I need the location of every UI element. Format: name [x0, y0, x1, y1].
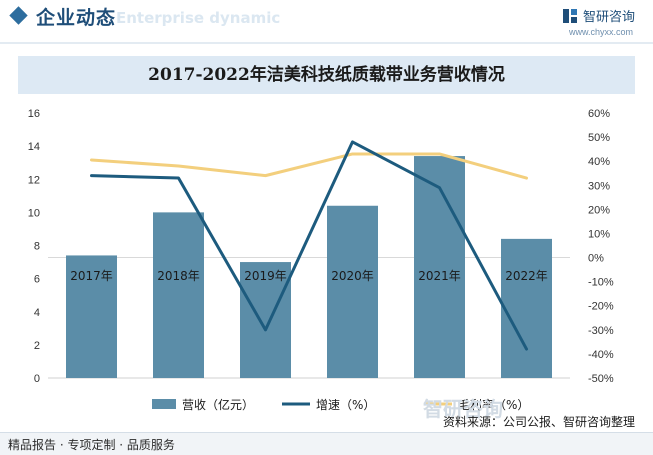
page-footer: 精品报告 · 专项定制 · 品质服务 资料来源：公司公报、智研咨询整理: [0, 415, 653, 455]
legend-label: 增速（%）: [316, 398, 375, 412]
y-left-tick-label: 2: [34, 340, 40, 352]
revenue-bar: [240, 262, 291, 378]
y-right-tick-label: -30%: [588, 325, 614, 337]
footer-source: 资料来源：公司公报、智研咨询整理: [442, 415, 635, 429]
y-right-tick-label: 10%: [588, 228, 610, 240]
brand-name: 智研咨询: [582, 10, 635, 25]
page-header: 企业动态 Enterprise dynamic 智研咨询 www.chyxx.c…: [0, 0, 653, 37]
brand-block: 智研咨询 www.chyxx.com: [562, 5, 635, 37]
category-label: 2021年: [418, 269, 461, 283]
category-label: 2019年: [244, 269, 287, 283]
y-left-tick-label: 4: [34, 307, 40, 319]
growth-rate-line: [90, 140, 528, 351]
y-left-tick-label: 8: [34, 241, 40, 253]
y-right-tick-label: 20%: [588, 204, 610, 216]
y-left-tick-label: 0: [34, 373, 40, 385]
y-left-tick-label: 10: [28, 207, 40, 219]
revenue-bar: [153, 212, 204, 378]
y-left-tick-label: 12: [28, 174, 40, 186]
chart-title-band: 2017-2022年洁美科技纸质载带业务营收情况: [18, 56, 635, 94]
watermark-logo: 智研咨询: [423, 397, 503, 421]
revenue-bar: [501, 238, 552, 378]
y-right-tick-label: 30%: [588, 180, 610, 192]
brand-url: www.chyxx.com: [568, 27, 633, 37]
y-right-tick-label: 50%: [588, 132, 610, 144]
section-subtitle: Enterprise dynamic: [116, 9, 281, 27]
y-left-tick-label: 6: [34, 274, 40, 286]
revenue-bar: [327, 205, 378, 378]
revenue-bar: [66, 255, 117, 378]
legend-swatch-bar: [152, 399, 176, 409]
y-left-tick-label: 16: [28, 108, 40, 120]
category-label: 2022年: [505, 269, 548, 283]
y-right-tick-label: 0%: [588, 253, 604, 265]
category-label: 2020年: [331, 269, 374, 283]
y-right-tick-label: 40%: [588, 156, 610, 168]
y-right-tick-label: 60%: [588, 108, 610, 120]
legend-label: 营收（亿元）: [182, 397, 254, 412]
brand-logo-icon: [562, 8, 577, 23]
y-right-tick-label: -40%: [588, 349, 614, 361]
y-right-tick-label: -10%: [588, 277, 614, 289]
y-left-tick-label: 14: [28, 141, 40, 153]
legend-label: 毛利率（%）: [458, 397, 529, 412]
footer-tagline: 精品报告 · 专项定制 · 品质服务: [8, 438, 175, 452]
section-title: 企业动态: [36, 7, 117, 29]
y-right-tick-label: -20%: [588, 301, 614, 313]
category-label: 2017年: [70, 269, 113, 283]
gross-margin-line: [90, 152, 528, 180]
category-label: 2018年: [157, 269, 200, 283]
revenue-bar: [414, 156, 465, 378]
chart-title: 2017-2022年洁美科技纸质载带业务营收情况: [148, 65, 505, 85]
header-divider: [0, 42, 653, 44]
y-right-tick-label: -50%: [588, 373, 614, 385]
